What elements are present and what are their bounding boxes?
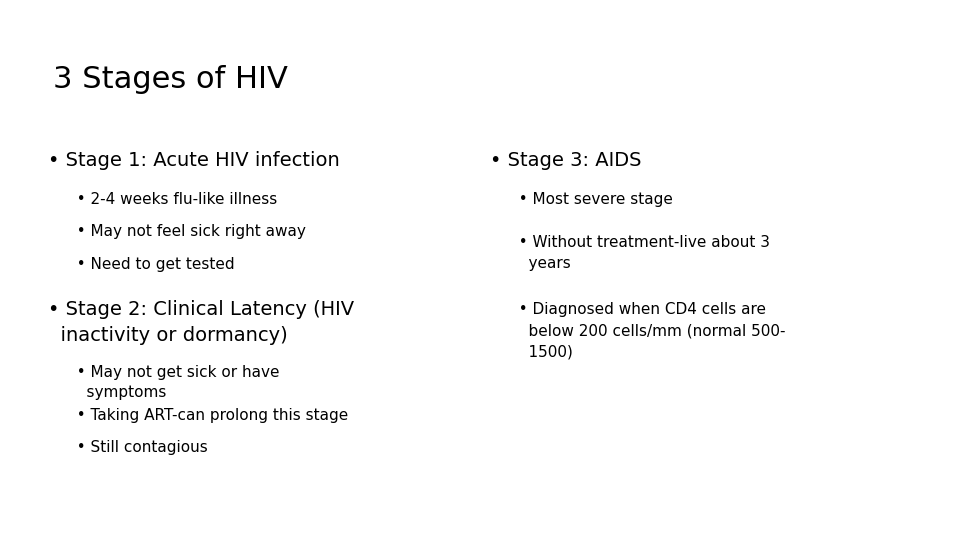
- Text: • Stage 1: Acute HIV infection: • Stage 1: Acute HIV infection: [48, 151, 340, 170]
- Text: • 2-4 weeks flu-like illness: • 2-4 weeks flu-like illness: [67, 192, 277, 207]
- Text: • Most severe stage: • Most severe stage: [509, 192, 673, 207]
- Text: • Need to get tested: • Need to get tested: [67, 256, 235, 272]
- Text: 3 Stages of HIV: 3 Stages of HIV: [53, 65, 288, 94]
- Text: • May not feel sick right away: • May not feel sick right away: [67, 224, 306, 239]
- Text: • May not get sick or have
    symptoms: • May not get sick or have symptoms: [67, 364, 279, 401]
- Text: • Stage 3: AIDS: • Stage 3: AIDS: [490, 151, 641, 170]
- Text: • Stage 2: Clinical Latency (HIV
  inactivity or dormancy): • Stage 2: Clinical Latency (HIV inactiv…: [48, 300, 354, 345]
- Text: • Taking ART-can prolong this stage: • Taking ART-can prolong this stage: [67, 408, 348, 423]
- Text: • Diagnosed when CD4 cells are
    below 200 cells/mm (normal 500-
    1500): • Diagnosed when CD4 cells are below 200…: [509, 302, 785, 360]
- Text: • Still contagious: • Still contagious: [67, 440, 208, 455]
- Text: • Without treatment-live about 3
    years: • Without treatment-live about 3 years: [509, 235, 770, 271]
